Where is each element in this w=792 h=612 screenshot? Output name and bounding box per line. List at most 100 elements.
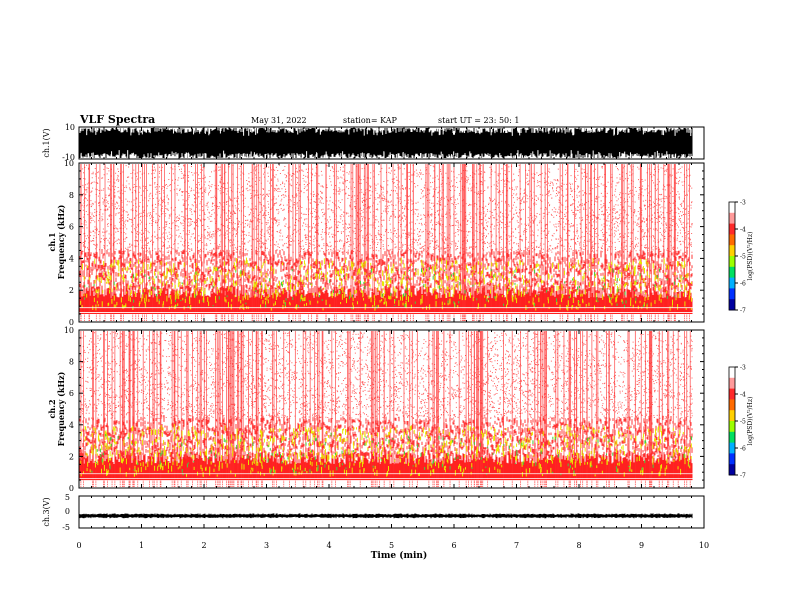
freq-tick-label: 8 bbox=[69, 191, 74, 200]
station-label: station= KAP bbox=[343, 116, 398, 125]
colorbar-tick-label: -6 bbox=[740, 281, 746, 288]
ch3-ytick-bottom: -5 bbox=[62, 523, 70, 532]
colorbar-tick-label: -4 bbox=[740, 227, 746, 234]
ch1-colorbar-ticks: -3 -4 -5 -6 -7 bbox=[735, 200, 746, 315]
ch3-waveform-ylabel: ch.3(V) bbox=[42, 497, 51, 526]
x-tick-label: 7 bbox=[514, 541, 519, 550]
colorbar-tick-label: -5 bbox=[740, 419, 746, 426]
x-tick-label: 8 bbox=[576, 541, 581, 550]
colorbar-segment bbox=[729, 377, 735, 390]
ch1-freq-tick-labels: 0 2 4 6 8 10 bbox=[64, 159, 74, 327]
colorbar-segment bbox=[729, 256, 735, 268]
freq-tick-label: 8 bbox=[69, 358, 74, 367]
date-label: May 31, 2022 bbox=[251, 116, 307, 125]
ch2-freq-ylabel: Frequency (kHz) bbox=[56, 371, 66, 446]
ch2-spectrogram-image bbox=[79, 330, 704, 488]
colorbar-segment bbox=[729, 410, 735, 422]
ch3-trace-line bbox=[79, 513, 693, 519]
freq-tick-label: 4 bbox=[69, 421, 74, 430]
freq-tick-label: 2 bbox=[69, 452, 74, 461]
start-time-label: start UT = 23: 50: 1 bbox=[438, 116, 519, 125]
ch2-ylabel: ch.2 bbox=[47, 399, 57, 418]
colorbar-tick-label: -7 bbox=[740, 308, 746, 315]
freq-tick-label: 0 bbox=[69, 484, 74, 493]
green-activity bbox=[91, 432, 693, 476]
figure-title: VLF Spectra bbox=[79, 113, 155, 126]
ch1-waveform-panel: 10 -10 ch.1(V) bbox=[42, 123, 705, 162]
colorbar-segment bbox=[729, 266, 735, 279]
colorbar-segment bbox=[729, 277, 735, 289]
ch2-spectrogram-ticks bbox=[78, 329, 705, 489]
x-tick-label: 2 bbox=[201, 541, 206, 550]
freq-tick-label: 6 bbox=[69, 389, 74, 398]
x-tick-label: 3 bbox=[264, 541, 269, 550]
colorbar-segment bbox=[729, 288, 735, 300]
ch3-waveform-trace bbox=[79, 513, 693, 519]
colorbar-segment bbox=[729, 399, 735, 411]
freq-tick-label: 10 bbox=[64, 326, 74, 335]
ch3-ytick-mid: 0 bbox=[65, 507, 70, 516]
x-tick-label: 9 bbox=[639, 541, 644, 550]
colorbar-tick-label: -5 bbox=[740, 254, 746, 261]
ch2-spectrogram-panel: ch.2 Frequency (kHz) 0 2 4 6 8 10 bbox=[47, 326, 705, 493]
ch2-colorbar: -3 -4 -5 -6 -7 log(PSD)(V²/Hz) bbox=[728, 365, 754, 480]
freq-tick-label: 2 bbox=[69, 286, 74, 295]
colorbar-segment bbox=[729, 388, 735, 400]
x-tick-labels: 0 1 2 3 4 5 6 7 8 9 10 bbox=[76, 541, 709, 550]
colorbar-segment bbox=[729, 212, 735, 225]
ch3-ytick-top: 5 bbox=[65, 493, 70, 502]
ch1-freq-ylabel: Frequency (kHz) bbox=[56, 204, 66, 279]
ch2-colorbar-gradient bbox=[729, 367, 735, 476]
colorbar-tick-label: -7 bbox=[740, 473, 746, 480]
ch1-ylabel: ch.1 bbox=[47, 232, 57, 251]
ch3-waveform-ticks bbox=[78, 496, 705, 528]
x-tick-label: 5 bbox=[389, 541, 394, 550]
colorbar-segment bbox=[729, 299, 735, 311]
ch1-colorbar-label: log(PSD)(V²/Hz) bbox=[747, 232, 754, 281]
x-tick-label: 10 bbox=[699, 541, 709, 550]
ch1-colorbar: -3 -4 -5 -6 -7 log(PSD)(V²/Hz) bbox=[728, 200, 754, 315]
colorbar-segment bbox=[729, 202, 735, 214]
ch1-waveform-ylabel: ch.1(V) bbox=[42, 128, 51, 157]
x-axis-label: Time (min) bbox=[371, 550, 428, 561]
colorbar-segment bbox=[729, 223, 735, 235]
x-tick-label: 0 bbox=[76, 541, 81, 550]
ch1-spectrogram-ticks bbox=[78, 162, 705, 323]
colorbar-segment bbox=[729, 245, 735, 257]
ch1-trace-line bbox=[79, 128, 693, 158]
x-tick-label: 4 bbox=[326, 541, 331, 550]
x-tick-label: 6 bbox=[451, 541, 456, 550]
green-activity bbox=[84, 267, 684, 310]
colorbar-segment bbox=[729, 421, 735, 433]
colorbar-tick-label: -3 bbox=[740, 200, 746, 207]
ch1-colorbar-gradient bbox=[729, 202, 735, 311]
ch1-ytick-top: 10 bbox=[65, 123, 75, 132]
no-data-strip bbox=[692, 330, 704, 488]
colorbar-segment bbox=[729, 453, 735, 465]
yellow-activity bbox=[80, 257, 693, 311]
colorbar-tick-label: -6 bbox=[740, 446, 746, 453]
colorbar-segment bbox=[729, 442, 735, 454]
ch1-trace-gaps bbox=[80, 128, 692, 158]
ch1-spectrogram-image bbox=[79, 163, 704, 322]
ch2-colorbar-ticks: -3 -4 -5 -6 -7 bbox=[735, 365, 746, 480]
freq-tick-label: 6 bbox=[69, 223, 74, 232]
no-data-strip bbox=[692, 163, 704, 322]
ch2-freq-tick-labels: 0 2 4 6 8 10 bbox=[64, 326, 74, 493]
ch2-colorbar-label: log(PSD)(V²/Hz) bbox=[747, 397, 754, 446]
spherics bbox=[80, 331, 691, 487]
freq-tick-label: 10 bbox=[64, 159, 74, 168]
ch3-waveform-frame bbox=[78, 495, 705, 529]
colorbar-tick-label: -3 bbox=[740, 365, 746, 372]
ch3-waveform-panel: 5 0 -5 ch.3(V) bbox=[42, 493, 705, 532]
colorbar-segment bbox=[729, 464, 735, 476]
colorbar-segment bbox=[729, 431, 735, 444]
ch1-ytick-bottom: -10 bbox=[62, 153, 75, 162]
ch1-waveform-ticks bbox=[78, 127, 705, 159]
freq-tick-label: 0 bbox=[69, 318, 74, 327]
colorbar-segment bbox=[729, 367, 735, 379]
colorbar-segment bbox=[729, 234, 735, 246]
x-tick-label: 1 bbox=[139, 541, 144, 550]
ch1-spectrogram-panel: ch.1 Frequency (kHz) 0 2 4 6 8 10 bbox=[47, 159, 705, 327]
